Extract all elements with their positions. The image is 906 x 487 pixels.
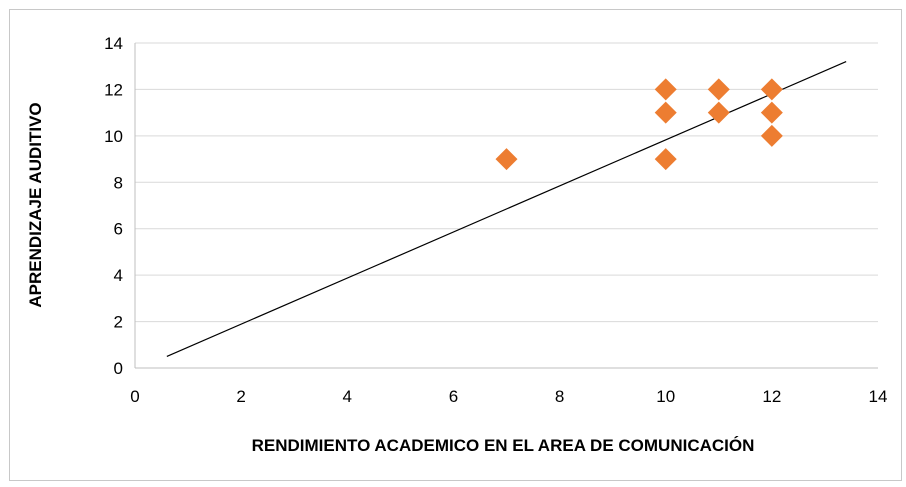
y-tick-label: 2	[114, 313, 123, 332]
data-points	[495, 78, 783, 171]
chart-frame: 0 2 4 6 8 10 12 14 0 2 4 6 8 10 12 14 RENDIMIENTO ACADE…	[9, 9, 902, 481]
y-tick-label: 14	[104, 34, 123, 53]
data-point-diamond	[760, 78, 783, 101]
y-tick-label: 4	[114, 266, 123, 285]
data-point-diamond	[760, 101, 783, 124]
data-point-diamond	[495, 148, 518, 171]
data-point-diamond	[654, 101, 677, 124]
y-tick-label: 6	[114, 220, 123, 239]
tick-labels: 0 2 4 6 8 10 12 14 0 2 4 6 8 10 12 14	[104, 34, 887, 406]
x-tick-label: 10	[656, 387, 675, 406]
data-point-diamond	[707, 101, 730, 124]
x-tick-label: 2	[236, 387, 245, 406]
y-tick-label: 8	[114, 173, 123, 192]
x-tick-label: 6	[449, 387, 458, 406]
y-tick-label: 12	[104, 80, 123, 99]
y-axis-title: APRENDIZAJE AUDITIVO	[26, 102, 45, 307]
data-point-diamond	[654, 148, 677, 171]
x-tick-label: 12	[762, 387, 781, 406]
x-axis-title: RENDIMIENTO ACADEMICO EN EL AREA DE COMU…	[252, 436, 755, 455]
trendline	[166, 61, 847, 357]
y-tick-label: 10	[104, 127, 123, 146]
data-point-diamond	[654, 78, 677, 101]
trendline-layer	[166, 61, 847, 357]
data-point-diamond	[707, 78, 730, 101]
grid-lines	[134, 42, 878, 369]
y-tick-label: 0	[114, 359, 123, 378]
x-tick-label: 0	[130, 387, 139, 406]
x-tick-label: 4	[343, 387, 352, 406]
x-tick-label: 14	[869, 387, 888, 406]
data-point-diamond	[760, 124, 783, 147]
scatter-chart: 0 2 4 6 8 10 12 14 0 2 4 6 8 10 12 14 RENDIMIENTO ACADE…	[26, 34, 887, 455]
x-tick-label: 8	[555, 387, 564, 406]
